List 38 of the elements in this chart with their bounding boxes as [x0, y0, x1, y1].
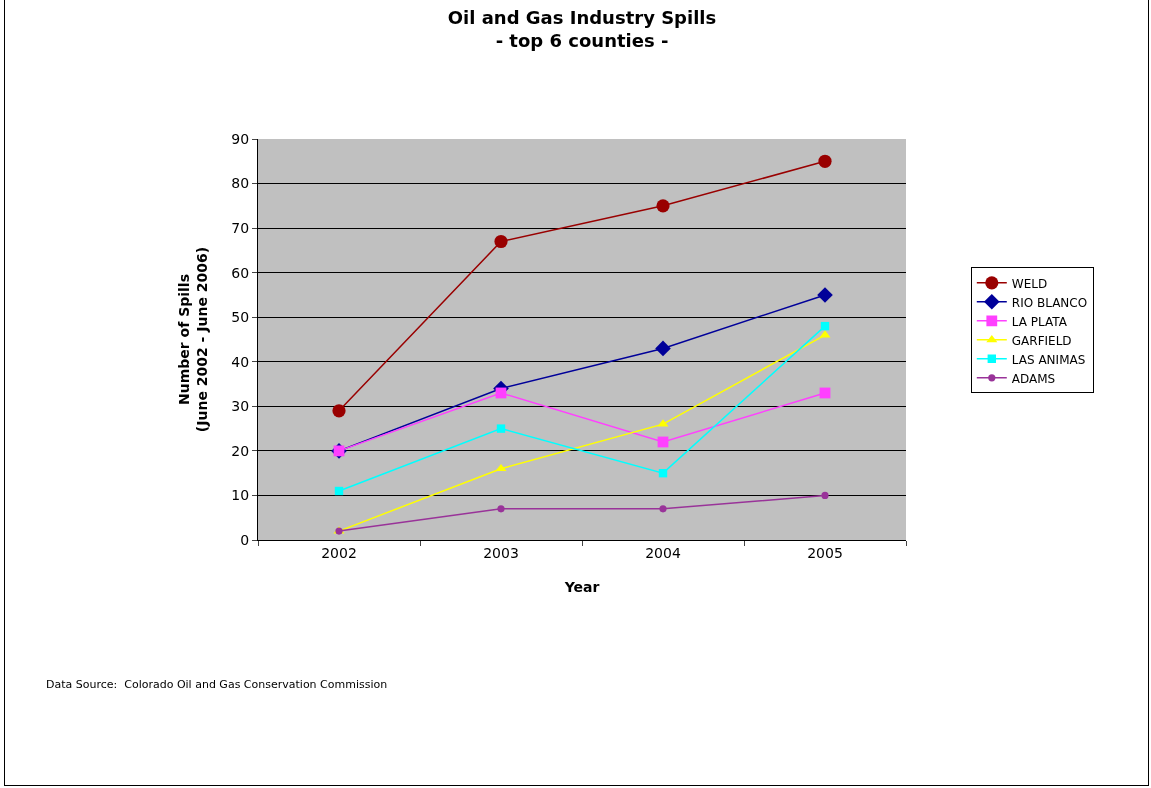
legend-label: GARFIELD: [1011, 333, 1072, 348]
legend-label: LA PLATA: [1011, 314, 1068, 329]
x-tick-label: 2004: [645, 544, 681, 561]
point: [817, 287, 833, 303]
chart-title: Oil and Gas Industry Spills - top 6 counties -: [447, 6, 717, 52]
y-tick-label: 20: [231, 442, 250, 459]
source-note: Data Source: Colorado Oil and Gas Conservation Commission: [46, 678, 388, 691]
legend-label: RIO BLANCO: [1011, 295, 1088, 310]
point: [659, 505, 667, 513]
y-axis-title: Number of Spills (June 2002 - June 2006): [175, 246, 210, 433]
legend-label: LAS ANIMAS: [1011, 352, 1086, 367]
x-tick-label: 2005: [807, 544, 843, 561]
x-tick-label: 2003: [483, 544, 519, 561]
y-tick-label: 10: [231, 487, 250, 504]
y-tick-label: 90: [231, 130, 250, 147]
point: [655, 340, 671, 357]
y-tick-label: 0: [240, 531, 250, 548]
y-tick-label: 60: [231, 264, 250, 281]
point: [818, 154, 832, 168]
point: [656, 199, 670, 213]
point: [496, 424, 506, 433]
x-tick-label: 2002: [321, 544, 357, 561]
point: [821, 491, 829, 500]
x-axis-title: Year: [563, 579, 600, 595]
y-tick-label: 30: [231, 398, 250, 415]
point: [658, 468, 668, 478]
y-tick-label: 50: [231, 309, 250, 326]
point: [334, 486, 344, 496]
y-tick-label: 80: [231, 175, 250, 192]
legend-label: ADAMS: [1011, 371, 1056, 386]
point: [820, 321, 830, 331]
point: [332, 404, 346, 418]
point: [495, 463, 507, 472]
point: [494, 234, 508, 249]
y-tick-label: 70: [231, 220, 250, 237]
legend-label: WELD: [1011, 276, 1048, 291]
point: [497, 505, 505, 513]
y-tick-label: 40: [231, 353, 250, 370]
